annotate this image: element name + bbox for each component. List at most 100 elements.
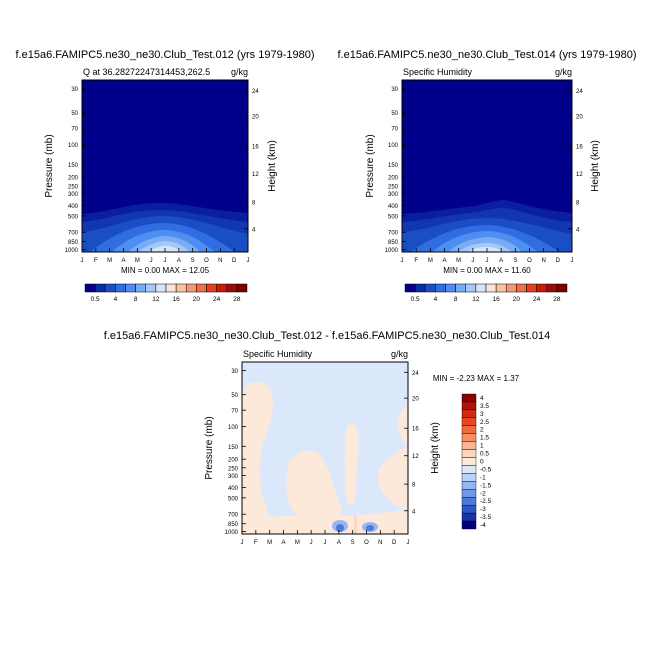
x-tick-label: O — [527, 258, 532, 264]
y-right-tick-label: 16 — [412, 427, 419, 433]
colorbar-swatch — [461, 409, 477, 419]
y-tick-label: 200 — [228, 458, 239, 464]
colorbar-swatch — [461, 489, 477, 498]
x-tick-label: O — [364, 540, 369, 546]
colorbar-label: 0.5 — [91, 296, 100, 303]
panel-3-field — [242, 362, 408, 534]
panel-3: f.e15a6.FAMIPC5.ne30_ne30.Club_Test.012 … — [104, 330, 550, 546]
colorbar-label: 12 — [152, 296, 160, 303]
colorbar-label: 28 — [553, 296, 561, 303]
panel-1-subtitle-left: Q at 36.28272247314453,262.5 — [83, 67, 210, 77]
panel-3-subtitle-right: g/kg — [391, 349, 408, 359]
colorbar-swatch — [461, 465, 477, 474]
x-tick-label: J — [407, 540, 410, 546]
colorbar-swatch — [461, 393, 477, 403]
colorbar-swatch — [155, 283, 167, 293]
x-tick-label: A — [337, 540, 341, 546]
y-tick-label: 30 — [231, 369, 238, 375]
colorbar-label: 28 — [233, 296, 241, 303]
panel-2-stats: MIN = 0.00 MAX = 11.60 — [443, 266, 531, 275]
x-tick-label: M — [428, 258, 433, 264]
x-tick-label: S — [351, 540, 355, 546]
panel-1-ylabel: Pressure (mb) — [44, 134, 55, 197]
y-tick-label: 250 — [68, 184, 79, 190]
colorbar-swatch — [461, 497, 477, 506]
panel-2-ylabel: Pressure (mb) — [365, 134, 376, 197]
panel-1-ylabel-right: Height (km) — [267, 140, 278, 192]
colorbar-swatch — [461, 441, 477, 450]
colorbar-swatch — [461, 504, 477, 514]
y-right-tick-label: 4 — [252, 227, 256, 233]
y-tick-label: 50 — [71, 111, 78, 117]
panel-1-title: f.e15a6.FAMIPC5.ne30_ne30.Club_Test.012 … — [15, 49, 314, 61]
colorbar-swatch — [461, 481, 477, 490]
y-tick-label: 70 — [391, 127, 398, 133]
colorbar-label: -1 — [480, 474, 486, 481]
colorbar-label: 4 — [114, 296, 118, 303]
colorbar-label: 8 — [134, 296, 138, 303]
panel-2-field — [402, 80, 572, 252]
x-tick-label: J — [164, 258, 167, 264]
y-tick-label: 30 — [71, 87, 78, 93]
colorbar-swatch — [461, 425, 477, 434]
colorbar-swatch — [196, 283, 207, 293]
colorbar-label: -1.5 — [480, 482, 492, 489]
y-right-tick-label: 8 — [412, 483, 416, 489]
y-right-tick-label: 24 — [252, 89, 259, 95]
colorbar-swatch — [165, 283, 177, 293]
y-tick-label: 1000 — [225, 530, 239, 536]
colorbar-swatch — [461, 512, 477, 522]
y-tick-label: 700 — [388, 231, 399, 237]
panel-2-subtitle-left: Specific Humidity — [403, 67, 473, 77]
colorbar-label: -3 — [480, 506, 486, 513]
x-tick-label: D — [232, 258, 237, 264]
y-right-tick-label: 16 — [252, 145, 259, 151]
colorbar-label: 3 — [480, 411, 484, 418]
y-tick-label: 700 — [68, 231, 79, 237]
contour-band — [336, 524, 344, 532]
colorbar-swatch — [445, 283, 456, 293]
panel-2-colorbar: 0.5 4 8 12 16 20 24 28 — [404, 283, 568, 303]
colorbar-swatch — [94, 283, 106, 293]
colorbar-swatch — [526, 283, 537, 293]
colorbar-swatch — [226, 283, 238, 293]
colorbar-label: 4 — [480, 395, 484, 402]
colorbar-swatch — [425, 283, 436, 293]
y-tick-label: 500 — [68, 214, 79, 220]
y-right-tick-label: 24 — [412, 371, 419, 377]
x-tick-label: J — [471, 258, 474, 264]
panel-1-field — [82, 80, 248, 252]
contour-band — [468, 247, 503, 252]
x-tick-label: M — [267, 540, 272, 546]
y-right-tick-label: 24 — [576, 89, 583, 95]
colorbar-label: 0.5 — [411, 296, 420, 303]
x-tick-label: D — [392, 540, 397, 546]
y-right-tick-label: 20 — [576, 115, 583, 121]
y-right-tick-label: 20 — [252, 115, 259, 121]
colorbar-swatch — [485, 283, 497, 293]
colorbar-swatch — [516, 283, 527, 293]
x-tick-label: M — [456, 258, 461, 264]
colorbar-swatch — [465, 283, 477, 293]
colorbar-swatch — [206, 283, 217, 293]
contour-band — [397, 404, 408, 446]
colorbar-swatch — [461, 520, 477, 530]
y-tick-label: 200 — [68, 176, 79, 182]
y-tick-label: 300 — [68, 192, 79, 198]
colorbar-swatch — [84, 283, 96, 293]
x-tick-label: A — [442, 258, 446, 264]
colorbar-swatch — [506, 283, 517, 293]
colorbar-label: 12 — [472, 296, 480, 303]
colorbar-label: 1.5 — [480, 435, 489, 442]
colorbar-swatch — [495, 283, 507, 293]
colorbar-swatch — [461, 473, 477, 482]
contour-band — [344, 423, 359, 506]
colorbar-swatch — [175, 283, 187, 293]
y-tick-label: 850 — [68, 240, 79, 246]
y-tick-label: 30 — [391, 87, 398, 93]
colorbar-label: 24 — [213, 296, 221, 303]
x-tick-label: J — [310, 540, 313, 546]
colorbar-swatch — [186, 283, 197, 293]
colorbar-swatch — [461, 433, 477, 442]
colorbar-label: 3.5 — [480, 403, 489, 410]
